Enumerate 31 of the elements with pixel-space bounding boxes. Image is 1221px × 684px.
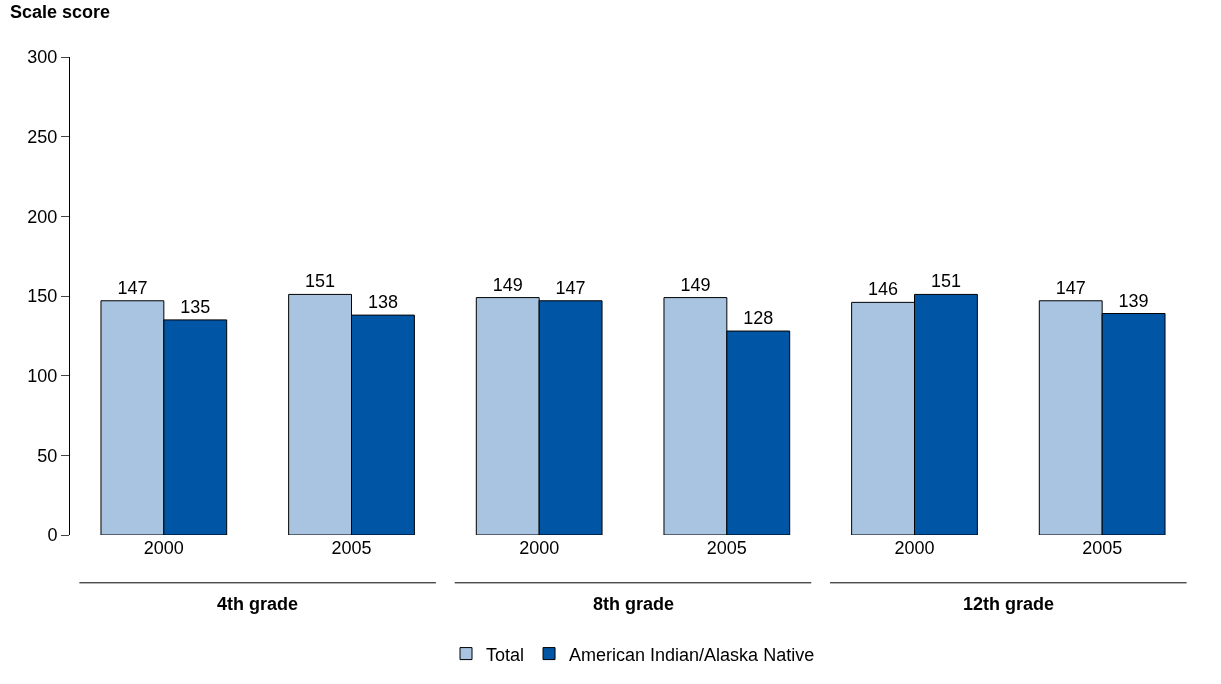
data-label: 147 bbox=[1055, 277, 1086, 298]
data-label: 128 bbox=[743, 308, 774, 329]
x-tick-label: 2000 bbox=[143, 538, 184, 558]
text: 12th grade bbox=[963, 594, 1055, 614]
data-label: 149 bbox=[492, 274, 523, 295]
y-tick-label: 100 bbox=[27, 365, 58, 386]
x-tick-label: 2005 bbox=[1082, 538, 1123, 558]
y-tick-label: 250 bbox=[27, 126, 58, 147]
data-label: 151 bbox=[305, 271, 336, 292]
data-label: 146 bbox=[868, 279, 899, 300]
x-tick-label: 2005 bbox=[331, 538, 372, 558]
data-label: 151 bbox=[930, 271, 961, 292]
x-tick-label: 2005 bbox=[706, 538, 747, 558]
data-label: 149 bbox=[680, 274, 711, 295]
data-label: 135 bbox=[180, 296, 211, 317]
text: 4th grade bbox=[217, 594, 299, 614]
text: 8th grade bbox=[593, 594, 675, 614]
y-tick-label: 300 bbox=[27, 47, 58, 68]
data-label: 147 bbox=[117, 277, 148, 298]
y-axis-title: Scale score bbox=[10, 2, 111, 22]
x-tick-label: 2000 bbox=[519, 538, 560, 558]
y-tick-label: 50 bbox=[37, 445, 58, 466]
y-tick-label: 150 bbox=[27, 286, 58, 307]
legend-label: American Indian/Alaska Native bbox=[569, 644, 815, 665]
legend-label: Total bbox=[486, 644, 525, 665]
y-tick-label: 0 bbox=[47, 525, 58, 546]
data-label: 139 bbox=[1118, 290, 1149, 311]
x-tick-label: 2000 bbox=[894, 538, 935, 558]
data-label: 138 bbox=[367, 292, 398, 313]
y-tick-label: 200 bbox=[27, 206, 58, 227]
data-label: 147 bbox=[555, 277, 586, 298]
